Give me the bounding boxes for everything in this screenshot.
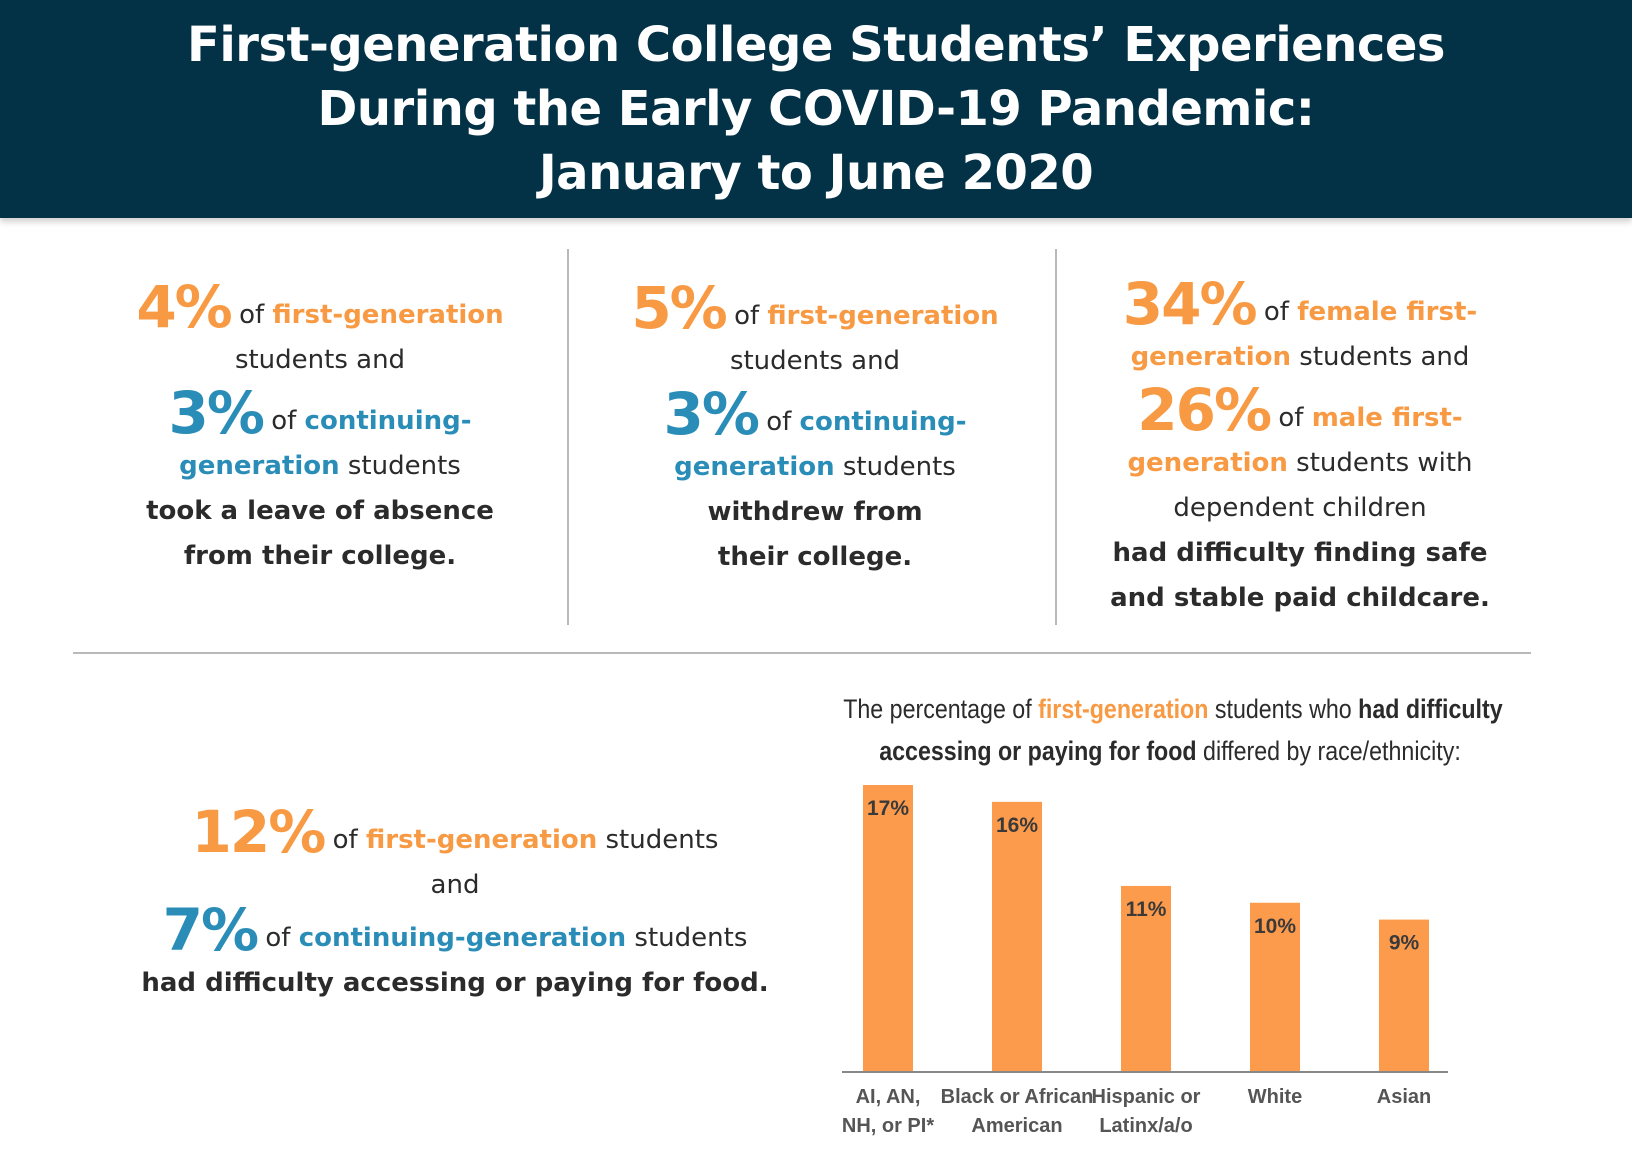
female-first-gen-label: generation: [1130, 342, 1292, 372]
female-first-gen-label: female first-: [1297, 297, 1478, 327]
continuing-gen-label: generation: [674, 452, 835, 482]
category-label: NH, or PI*: [842, 1115, 934, 1137]
stat-outcome: their college.: [717, 542, 913, 572]
stat-text: of: [262, 406, 305, 436]
stat-outcome: and stable paid childcare.: [1110, 583, 1490, 613]
bar-value-label: 16%: [996, 814, 1038, 837]
category-label: AI, AN,: [856, 1086, 921, 1108]
stat-outcome: had difficulty accessing or paying for f…: [141, 968, 769, 998]
bar-value-label: 17%: [867, 797, 909, 820]
continuing-gen-label: continuing-: [799, 407, 967, 437]
title-line-2: During the Early COVID-19 Pandemic:: [317, 81, 1315, 137]
stat-text: students and: [1291, 342, 1470, 372]
stat-text: students and: [234, 345, 406, 375]
section-divider: [73, 652, 1531, 654]
continuing-gen-label: generation: [179, 451, 340, 481]
title-line-1: First-generation College Students’ Exper…: [187, 17, 1445, 73]
first-gen-label: first-generation: [365, 825, 598, 855]
stat-outcome: took a leave of absence: [146, 496, 494, 526]
continuing-gen-label: continuing-: [304, 406, 472, 436]
bar-4: [1379, 919, 1429, 1071]
stat-percent: 4%: [136, 273, 232, 341]
stat-text: dependent children: [1173, 493, 1427, 523]
stat-text: students: [834, 452, 956, 482]
stat-childcare: 34% of female first- generation students…: [1060, 275, 1540, 621]
stat-percent: 12%: [191, 798, 327, 866]
stat-text: students and: [729, 346, 901, 376]
bar-2: [1121, 885, 1171, 1071]
stat-withdrew: 5% of first-generation students and 3% o…: [575, 279, 1055, 580]
stat-text: and: [430, 870, 480, 900]
stat-text: students: [626, 923, 748, 953]
category-label: American: [971, 1115, 1062, 1137]
stat-text: students: [597, 825, 719, 855]
stat-percent: 7%: [162, 896, 259, 964]
chart-title-text: differed by race/ethnicity:: [1196, 736, 1461, 766]
first-gen-label: first-generation: [767, 301, 999, 331]
stat-text: students with: [1287, 448, 1473, 478]
bar-value-label: 11%: [1126, 898, 1167, 921]
chart-title-text: The percentage of: [843, 694, 1039, 724]
header-banner: First-generation College Students’ Exper…: [0, 0, 1632, 218]
stat-percent: 3%: [168, 379, 264, 447]
stat-text: students: [339, 451, 461, 481]
stat-text: of: [324, 825, 366, 855]
bar-1: [992, 801, 1042, 1071]
chart-title-emphasis: had difficulty: [1358, 694, 1503, 724]
category-label: Black or African: [941, 1086, 1094, 1108]
bar-value-label: 10%: [1254, 915, 1296, 938]
bar-0: [863, 785, 913, 1071]
category-label: Asian: [1377, 1086, 1431, 1108]
bar-value-label: 9%: [1389, 932, 1420, 955]
column-divider-1: [567, 249, 569, 625]
stat-text: of: [757, 407, 800, 437]
chart-title-first-gen: first-generation: [1038, 694, 1209, 724]
stat-text: of: [1255, 297, 1298, 327]
stat-text: of: [725, 301, 768, 331]
category-label: White: [1248, 1086, 1302, 1108]
stat-outcome: had difficulty finding safe: [1112, 538, 1488, 568]
stat-text: of: [1270, 403, 1312, 433]
stat-percent: 3%: [663, 380, 759, 448]
chart-title-emphasis: accessing or paying for food: [879, 736, 1197, 766]
chart-title-text: students who: [1208, 694, 1359, 724]
column-divider-2: [1055, 249, 1057, 625]
stat-percent: 34%: [1122, 270, 1258, 338]
stat-leave-of-absence: 4% of first-generation students and 3% o…: [80, 278, 560, 579]
chart-title: The percentage of first-generation stude…: [843, 688, 1502, 772]
male-first-gen-label: male first-: [1311, 403, 1463, 433]
stat-outcome: from their college.: [183, 541, 457, 571]
stat-text: of: [230, 300, 273, 330]
stat-percent: 26%: [1137, 376, 1272, 444]
male-first-gen-label: generation: [1127, 448, 1288, 478]
continuing-gen-label: continuing-generation: [298, 923, 627, 953]
bar-3: [1250, 902, 1300, 1071]
title-line-3: January to June 2020: [538, 145, 1094, 201]
stat-outcome: withdrew from: [707, 497, 923, 527]
category-label: Hispanic or: [1092, 1086, 1201, 1108]
stat-text: of: [257, 923, 299, 953]
stat-food-difficulty: 12% of first-generation students and 7% …: [120, 803, 790, 1006]
category-label: Latinx/a/o: [1099, 1115, 1192, 1137]
first-gen-label: first-generation: [272, 300, 504, 330]
stat-percent: 5%: [631, 274, 727, 342]
